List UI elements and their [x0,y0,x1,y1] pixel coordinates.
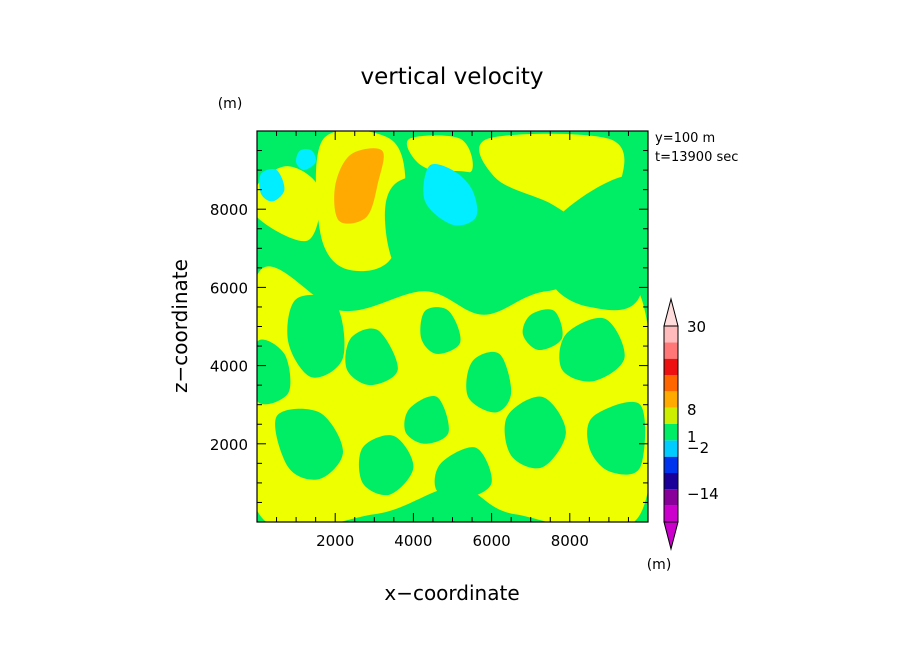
colorbar-label: 8 [687,401,697,419]
contour-region-6 [546,175,648,311]
x-tick-label: 4000 [394,532,432,550]
colorbar-band [664,358,678,375]
contour-region-14 [559,317,625,382]
contour-region-4 [406,135,473,175]
contour-region-17 [434,447,492,499]
contour-region-22 [423,164,478,226]
x-tick-label: 8000 [551,532,589,550]
contour-region-7 [287,294,345,378]
x-axis-label: x−coordinate [384,581,519,605]
contour-region-10 [345,328,398,386]
contour-region-15 [587,401,646,475]
y-tick-label: 8000 [210,201,248,219]
contour-region-8 [257,339,291,405]
y-tick-label: 6000 [210,279,248,297]
contour-region-21 [334,148,384,224]
contour-region-12 [466,351,512,413]
contour-region-16 [358,435,414,496]
y-axis-label: z−coordinate [168,259,192,393]
colorbar-band [664,505,678,522]
y-unit-label: (m) [218,96,243,112]
chart-title: vertical velocity [361,64,544,90]
contour-region-9 [275,408,343,480]
axis-tick-labels: 2000 4000 6000 8000 2000 4000 6000 8000 [210,201,589,550]
colorbar-band [664,407,678,424]
colorbar-band [664,424,678,441]
colorbar-band [664,456,678,473]
contour-region-11 [404,396,449,444]
colorbar-band [664,342,678,359]
colorbar-top-arrow [663,297,679,327]
contour-region-13 [504,396,566,469]
colorbar-unit: (m) [647,557,672,573]
colorbar-band [664,473,678,490]
contour-region-20 [611,210,644,279]
colorbar-band [664,391,678,408]
colorbar-label: −14 [687,485,719,503]
info-line-y: y=100 m [655,131,715,146]
colorbar-band [664,489,678,506]
x-tick-label: 2000 [316,532,354,550]
colorbar-band [664,440,678,457]
colorbar-frame [663,325,679,523]
colorbar-label: 1 [687,428,697,446]
axis-ticks [257,131,648,522]
contour-region-19 [522,309,563,351]
colorbar-label: −2 [687,439,709,457]
y-tick-label: 2000 [210,436,248,454]
colorbar-bottom-arrow [663,521,679,551]
contour-region-23 [259,169,285,202]
y-tick-label: 4000 [210,358,248,376]
contour-regions [257,131,648,522]
colorbar: 30 8 1−2 −14 [663,297,719,551]
x-tick-label: 6000 [473,532,511,550]
colorbar-label: 30 [687,318,706,336]
contour-region-18 [420,307,461,354]
colorbar-band [664,375,678,392]
colorbar-band [664,326,678,343]
contour-region-24 [295,149,316,171]
info-line-t: t=13900 sec [655,150,738,165]
